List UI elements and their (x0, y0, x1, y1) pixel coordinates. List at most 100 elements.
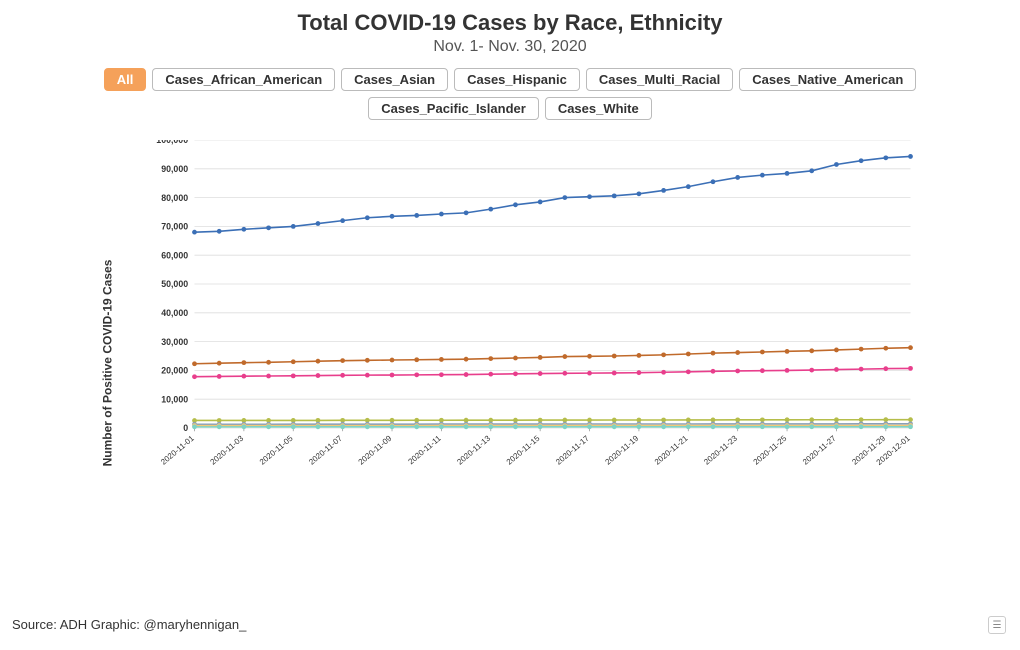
data-point (390, 373, 395, 378)
y-tick-label: 70,000 (161, 222, 188, 232)
data-point (637, 353, 642, 358)
data-point (859, 158, 864, 163)
data-point (217, 424, 222, 429)
data-point (883, 417, 888, 422)
data-point (340, 424, 345, 429)
series-cases-hispanic (192, 366, 913, 379)
filter-button-all[interactable]: All (104, 68, 147, 91)
data-point (464, 210, 469, 215)
data-point (686, 369, 691, 374)
data-point (735, 369, 740, 374)
filter-button-cases-white[interactable]: Cases_White (545, 97, 652, 120)
data-point (464, 424, 469, 429)
x-tick-label: 2020-11-17 (554, 433, 591, 466)
series-cases-african-american (192, 345, 913, 366)
x-tick-label: 2020-11-15 (505, 433, 542, 466)
data-point (908, 417, 913, 422)
data-point (785, 349, 790, 354)
data-point (735, 350, 740, 355)
data-point (883, 346, 888, 351)
data-point (834, 424, 839, 429)
data-point (809, 424, 814, 429)
data-point (612, 424, 617, 429)
data-point (735, 175, 740, 180)
data-point (637, 191, 642, 196)
data-point (316, 373, 321, 378)
y-tick-label: 50,000 (161, 279, 188, 289)
data-point (266, 424, 271, 429)
y-tick-label: 0 (183, 423, 188, 433)
data-point (612, 371, 617, 376)
data-point (809, 168, 814, 173)
data-point (316, 359, 321, 364)
data-point (834, 367, 839, 372)
data-point (439, 372, 444, 377)
data-point (439, 357, 444, 362)
data-point (513, 424, 518, 429)
data-point (439, 212, 444, 217)
data-point (241, 424, 246, 429)
data-point (538, 371, 543, 376)
data-point (414, 357, 419, 362)
chart-title: Total COVID-19 Cases by Race, Ethnicity (0, 10, 1020, 36)
data-point (464, 357, 469, 362)
data-point (192, 374, 197, 379)
x-tick-label: 2020-11-05 (258, 433, 295, 466)
filter-button-cases-asian[interactable]: Cases_Asian (341, 68, 448, 91)
x-tick-label: 2020-11-13 (455, 433, 492, 466)
y-tick-label: 20,000 (161, 366, 188, 376)
data-point (883, 424, 888, 429)
data-point (340, 218, 345, 223)
x-axis: 2020-11-012020-11-032020-11-052020-11-07… (159, 428, 912, 467)
data-point (390, 358, 395, 363)
data-point (760, 424, 765, 429)
data-point (661, 188, 666, 193)
data-point (711, 351, 716, 356)
data-point (859, 367, 864, 372)
data-point (834, 162, 839, 167)
data-point (365, 215, 370, 220)
data-point (760, 368, 765, 373)
data-point (562, 424, 567, 429)
data-point (587, 424, 592, 429)
data-point (686, 184, 691, 189)
y-tick-label: 90,000 (161, 164, 188, 174)
data-point (390, 424, 395, 429)
data-point (241, 360, 246, 365)
data-point (538, 355, 543, 360)
y-tick-label: 100,000 (156, 140, 188, 145)
data-point (192, 230, 197, 235)
data-point (908, 154, 913, 159)
data-point (908, 345, 913, 350)
y-tick-label: 80,000 (161, 193, 188, 203)
data-point (217, 229, 222, 234)
data-point (661, 424, 666, 429)
x-tick-label: 2020-11-23 (702, 433, 739, 466)
filter-button-cases-pacific-islander[interactable]: Cases_Pacific_Islander (368, 97, 539, 120)
data-point (883, 366, 888, 371)
filter-button-cases-hispanic[interactable]: Cases_Hispanic (454, 68, 580, 91)
filter-button-cases-african-american[interactable]: Cases_African_American (152, 68, 335, 91)
data-point (686, 424, 691, 429)
filter-button-cases-multi-racial[interactable]: Cases_Multi_Racial (586, 68, 733, 91)
y-tick-label: 40,000 (161, 308, 188, 318)
data-point (192, 361, 197, 366)
data-point (513, 356, 518, 361)
data-point (241, 374, 246, 379)
chart-subtitle: Nov. 1- Nov. 30, 2020 (0, 38, 1020, 56)
filter-row: AllCases_African_American Cases_Asian Case… (30, 68, 990, 120)
data-point (637, 370, 642, 375)
filter-button-cases-native-american[interactable]: Cases_Native_American (739, 68, 916, 91)
x-tick-label: 2020-11-07 (307, 433, 344, 466)
data-point (291, 424, 296, 429)
data-point (538, 424, 543, 429)
chart-area: Number of Positive COVID-19 Cases 010,00… (10, 128, 1010, 598)
data-point (414, 213, 419, 218)
data-point (266, 374, 271, 379)
data-point (785, 368, 790, 373)
data-point (266, 360, 271, 365)
data-point (316, 424, 321, 429)
data-point (414, 372, 419, 377)
data-point (760, 350, 765, 355)
data-point (859, 347, 864, 352)
